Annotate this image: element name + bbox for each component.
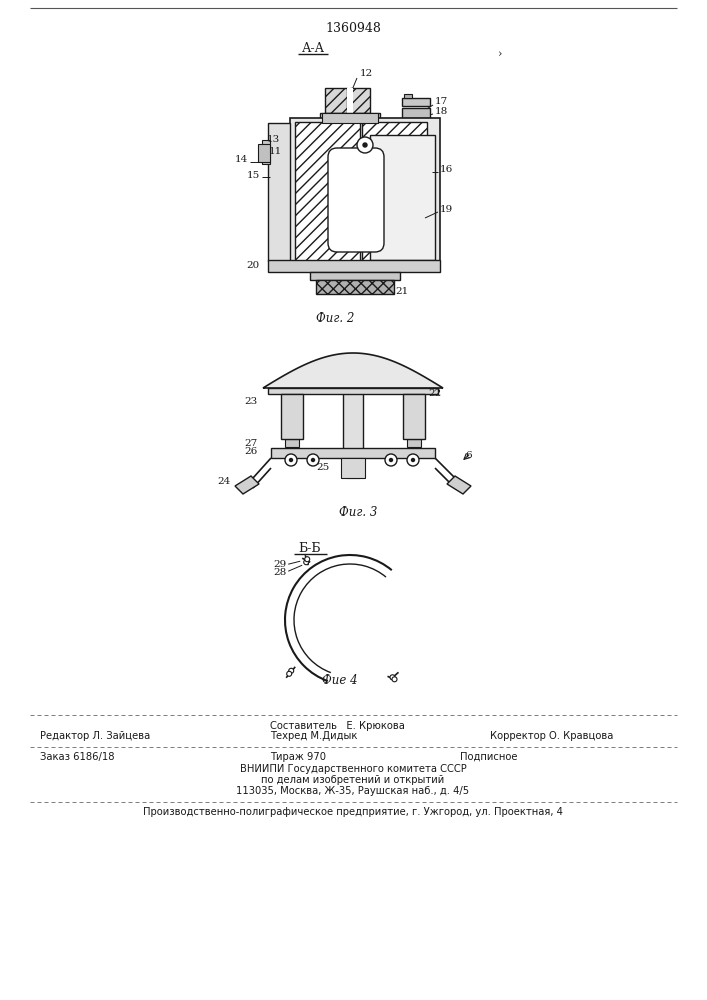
Circle shape [390,675,395,680]
Text: Корректор О. Кравцова: Корректор О. Кравцова [490,731,614,741]
Bar [258,144,270,162]
Bar [350,88,370,113]
Text: Фие 4: Фие 4 [322,674,358,686]
Text: Техред М.Дидык: Техред М.Дидык [270,731,357,741]
Bar [310,145,400,260]
Text: 22: 22 [428,389,441,398]
Text: 26: 26 [245,448,258,456]
Bar [290,118,440,268]
Text: 14: 14 [235,155,248,164]
FancyBboxPatch shape [328,148,384,252]
Text: Б-Б: Б-Б [298,542,321,554]
Bar [268,260,440,272]
Bar [262,140,270,164]
Text: 28: 28 [273,568,286,577]
Text: 23: 23 [245,397,258,406]
Text: Фиг. 3: Фиг. 3 [339,506,378,518]
Polygon shape [447,476,471,494]
Text: по делам изобретений и открытий: по делам изобретений и открытий [262,775,445,785]
Circle shape [305,557,310,562]
Text: Заказ 6186/18: Заказ 6186/18 [40,752,115,762]
Text: Редактор Л. Зайцева: Редактор Л. Зайцева [40,731,151,741]
Bar [370,135,435,260]
Text: 19: 19 [440,206,453,215]
Text: 18: 18 [435,107,448,116]
Bar [404,94,412,98]
Text: Фиг. 2: Фиг. 2 [316,312,354,324]
Bar [310,272,400,280]
Bar [271,448,435,458]
Text: 6: 6 [465,450,472,460]
Circle shape [287,671,292,676]
Bar [268,388,438,394]
Text: 20: 20 [247,261,260,270]
FancyBboxPatch shape [325,145,387,255]
Text: 13: 13 [267,135,280,144]
Text: 113035, Москва, Ж-35, Раушская наб., д. 4/5: 113035, Москва, Ж-35, Раушская наб., д. … [236,786,469,796]
Text: 21: 21 [395,288,408,296]
Bar [343,390,363,470]
Bar [295,122,360,267]
Polygon shape [263,353,443,388]
Circle shape [385,454,397,466]
Polygon shape [235,476,259,494]
Circle shape [307,454,319,466]
Circle shape [288,668,293,673]
Text: 27: 27 [245,438,258,448]
Text: 16: 16 [440,165,453,174]
Text: 24: 24 [218,478,231,487]
Circle shape [411,458,414,462]
Circle shape [357,137,373,153]
Text: Производственно-полиграфическое предприятие, г. Ужгород, ул. Проектная, 4: Производственно-полиграфическое предприя… [143,807,563,817]
Bar [285,390,299,398]
Text: Составитель   Е. Крюкова: Составитель Е. Крюкова [270,721,405,731]
Bar [402,108,430,118]
Circle shape [390,458,392,462]
Text: 15: 15 [247,170,260,180]
Text: 11: 11 [269,147,282,156]
Circle shape [363,143,367,147]
Bar [285,439,299,447]
Bar [347,450,359,478]
Bar [347,88,353,113]
Text: Тираж 970: Тираж 970 [270,752,326,762]
Circle shape [407,454,419,466]
Circle shape [392,677,397,682]
Text: 25: 25 [316,464,329,473]
Text: ›: › [498,50,502,60]
Bar [407,390,421,398]
Circle shape [285,454,297,466]
Text: 12: 12 [360,68,373,78]
Text: А-А: А-А [301,41,325,54]
Bar [362,122,427,267]
Text: ВНИИПИ Государственного комитета СССР: ВНИИПИ Государственного комитета СССР [240,764,467,774]
Text: 17: 17 [435,98,448,106]
Bar [403,394,425,439]
Bar [322,113,378,123]
Circle shape [289,458,293,462]
Bar [407,439,421,447]
Bar [402,98,430,106]
Circle shape [312,458,315,462]
Text: 29: 29 [273,560,286,569]
Circle shape [304,560,309,565]
Bar [316,280,394,294]
Text: 1360948: 1360948 [325,21,381,34]
Text: Подписное: Подписное [460,752,518,762]
Bar [268,123,290,261]
Bar [281,394,303,439]
Bar [341,458,365,478]
Bar [320,113,380,121]
Bar [325,88,347,113]
